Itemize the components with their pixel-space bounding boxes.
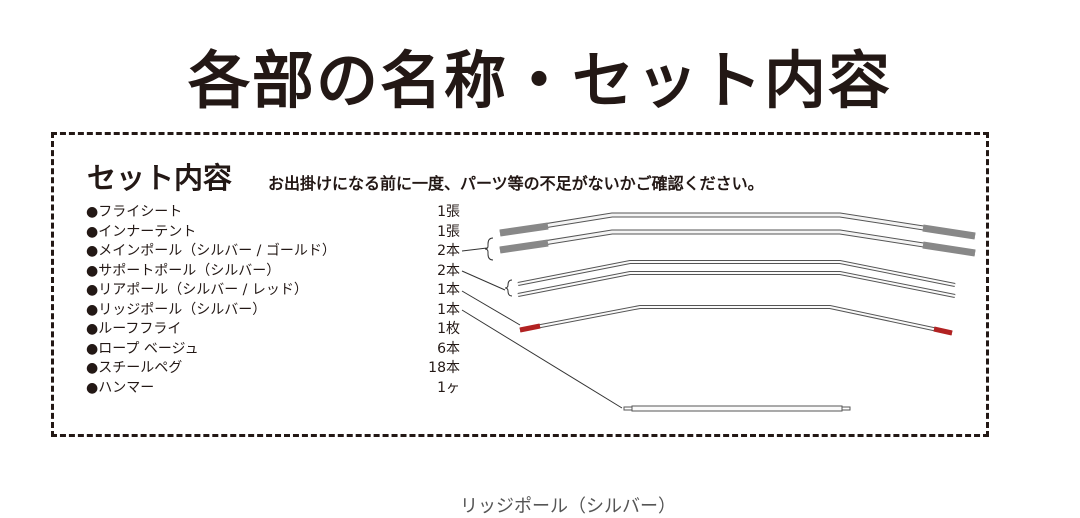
rear-pole-illustration bbox=[519, 305, 953, 336]
page-title: 各部の名称・セット内容 bbox=[187, 44, 892, 117]
item-qty: 1張 bbox=[437, 224, 460, 240]
item-qty: 6本 bbox=[437, 341, 460, 357]
check-note: お出掛けになる前に一度、パーツ等の不足がないかご確認ください。 bbox=[268, 174, 764, 193]
item-qty: 1ヶ bbox=[437, 380, 460, 396]
ridge-pole-caption: リッジポール（シルバー） bbox=[460, 496, 676, 517]
list-item: ●ロープ ベージュ bbox=[86, 341, 199, 357]
item-qty: 2本 bbox=[437, 263, 460, 279]
ridge-pole-illustration bbox=[623, 405, 851, 412]
poles-illustration bbox=[461, 212, 976, 412]
main-pole-illustration bbox=[499, 212, 976, 257]
list-item: ●サポートポール（シルバー） bbox=[86, 263, 281, 279]
item-qty: 1張 bbox=[437, 204, 460, 220]
list-item: ●フライシート bbox=[86, 204, 183, 220]
leader-lines bbox=[461, 237, 623, 409]
list-item: ●インナーテント bbox=[86, 224, 197, 240]
item-qty: 2本 bbox=[437, 243, 460, 259]
item-qty: 18本 bbox=[428, 360, 460, 376]
set-contents-box bbox=[51, 132, 989, 437]
list-item: ●ハンマー bbox=[86, 380, 155, 396]
list-item: ●リアポール（シルバー / レッド） bbox=[86, 282, 308, 298]
item-qty: 1枚 bbox=[437, 321, 460, 337]
item-qty: 1本 bbox=[437, 302, 460, 318]
section-heading: セット内容 bbox=[87, 161, 233, 195]
item-qty: 1本 bbox=[437, 282, 460, 298]
list-item: ●リッジポール（シルバー） bbox=[86, 302, 267, 318]
list-item: ●スチールペグ bbox=[86, 360, 183, 376]
support-pole-illustration bbox=[517, 260, 956, 298]
list-item: ●メインポール（シルバー / ゴールド） bbox=[86, 243, 336, 259]
list-item: ●ルーフフライ bbox=[86, 321, 182, 337]
